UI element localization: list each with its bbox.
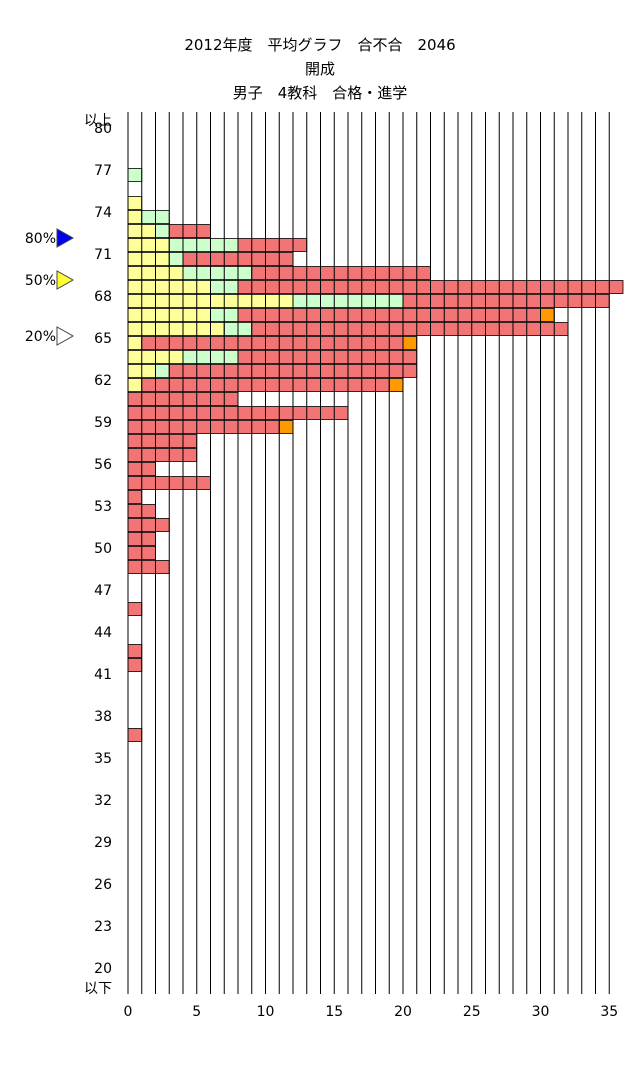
y-tick-label: 56	[94, 457, 112, 473]
x-tick-label: 30	[532, 1004, 550, 1020]
y-tick-label: 20	[94, 961, 112, 977]
x-tick-label: 25	[463, 1004, 481, 1020]
y-tick-label: 68	[94, 289, 112, 305]
y-label-bottom: 以下	[84, 981, 112, 997]
bar-segment	[127, 518, 170, 532]
marker-label: 80%	[25, 231, 56, 247]
x-tick-label: 0	[124, 1004, 133, 1020]
bar-segment	[155, 364, 170, 378]
bar-segment	[127, 238, 170, 252]
y-tick-label: 44	[94, 625, 112, 641]
y-tick-label: 50	[94, 541, 112, 557]
bar-segment	[127, 658, 143, 672]
y-label-top: 以上	[84, 113, 112, 129]
bar-segment	[141, 336, 404, 350]
bar-segment	[155, 224, 170, 238]
y-tick-label: 62	[94, 373, 112, 389]
x-tick-label: 35	[600, 1004, 618, 1020]
y-tick-label: 26	[94, 877, 112, 893]
bar-segment	[402, 294, 610, 308]
y-tick-label: 35	[94, 751, 112, 767]
y-tick-label: 32	[94, 793, 112, 809]
chart-subtitle-school: 開成	[304, 60, 335, 78]
y-tick-label: 23	[94, 919, 112, 935]
bar-segment	[388, 378, 404, 392]
bar-segment	[540, 308, 555, 322]
marker-label: 20%	[25, 329, 56, 345]
bar-segment	[127, 644, 143, 658]
y-tick-label: 59	[94, 415, 112, 431]
x-tick-label: 15	[325, 1004, 343, 1020]
x-tick-label: 5	[192, 1004, 201, 1020]
bar-segment	[251, 266, 431, 280]
y-tick-label: 29	[94, 835, 112, 851]
y-tick-label: 80	[94, 121, 112, 137]
bar-segment	[127, 336, 143, 350]
x-axis-labels: 0 5 10 15 20 25 30 35	[124, 1004, 619, 1020]
x-tick-label: 10	[257, 1004, 275, 1020]
bar-segment	[127, 448, 198, 462]
bar-segment	[127, 728, 143, 742]
bar-segment	[237, 350, 418, 364]
bar-segment	[127, 322, 225, 336]
bar-segment	[127, 602, 143, 616]
bar-segment	[251, 322, 569, 336]
y-tick-label: 53	[94, 499, 112, 515]
y-tick-label: 77	[94, 163, 112, 179]
bar-segment	[168, 252, 184, 266]
x-tick-label: 20	[394, 1004, 412, 1020]
bar-segment	[182, 266, 253, 280]
marker-triangle-icon	[56, 228, 75, 248]
bar-segment	[127, 420, 280, 434]
bar-segment	[127, 252, 170, 266]
bar-segment	[127, 434, 198, 448]
bar-segment	[402, 336, 418, 350]
y-tick-label: 65	[94, 331, 112, 347]
bar-segment	[168, 224, 211, 238]
y-tick-label: 47	[94, 583, 112, 599]
y-tick-label: 71	[94, 247, 112, 263]
y-tick-label: 38	[94, 709, 112, 725]
y-tick-label: 74	[94, 205, 112, 221]
chart-subtitle-group: 男子 4教科 合格・進学	[232, 84, 408, 102]
bar-segment	[127, 168, 143, 182]
y-tick-label: 41	[94, 667, 112, 683]
chart-title: 2012年度 平均グラフ 合不合 2046	[184, 36, 456, 54]
bar-segment	[127, 210, 143, 224]
bar-segment	[237, 238, 308, 252]
bar-segment	[168, 238, 239, 252]
percentile-markers: 80% 50% 20%	[25, 228, 75, 346]
marker-label: 50%	[25, 273, 56, 289]
marker-triangle-icon	[56, 270, 75, 290]
marker-triangle-icon	[56, 326, 75, 346]
bar-segment	[127, 490, 143, 504]
bar-segment	[127, 560, 170, 574]
bar-segment	[127, 378, 143, 392]
grid-layer	[127, 112, 610, 994]
bar-segment	[127, 196, 143, 210]
bar-segment	[278, 420, 294, 434]
